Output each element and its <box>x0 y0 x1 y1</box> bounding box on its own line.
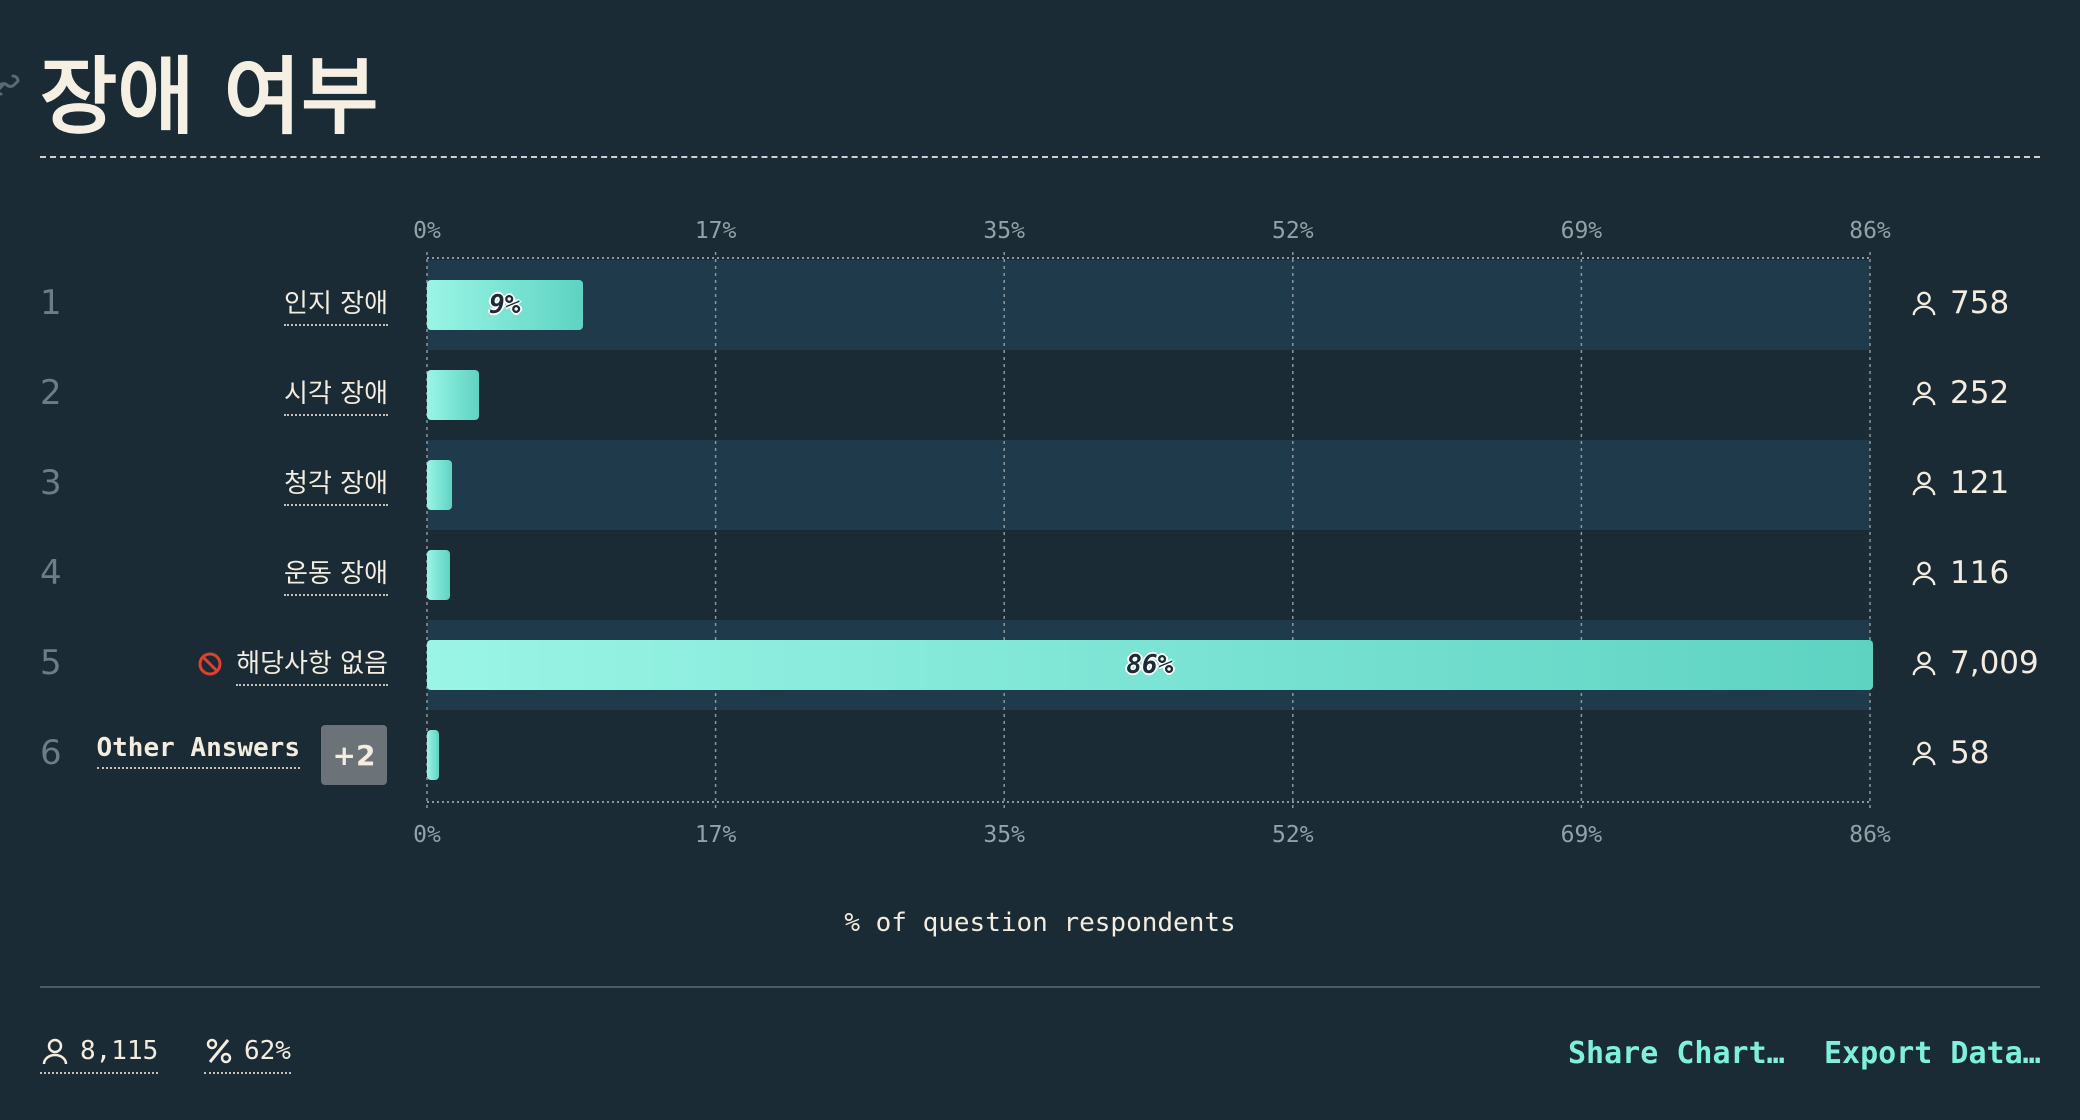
row-band <box>427 530 1870 620</box>
row-count-value: 758 <box>1950 285 2010 321</box>
person-icon <box>42 1038 68 1065</box>
row-rank: 1 <box>40 283 62 323</box>
tick-label: 0% <box>413 822 441 848</box>
no-entry-icon <box>198 652 222 676</box>
row-count-value: 121 <box>1950 465 2010 501</box>
row-rank: 4 <box>40 553 62 593</box>
row-count: 58 <box>1910 735 1989 771</box>
tick-label: 69% <box>1560 822 1603 848</box>
tick-label: 35% <box>983 218 1025 244</box>
category-label[interactable]: Other Answers <box>96 733 300 769</box>
bar[interactable]: 9% <box>427 280 583 330</box>
respondents-count: 8,115 <box>80 1036 159 1066</box>
category-label[interactable]: 청각 장애 <box>284 463 388 506</box>
row-count: 252 <box>1910 375 2009 411</box>
bar[interactable]: 86% <box>427 640 1873 690</box>
tick-label: 86% <box>1849 218 1891 244</box>
tick-label: 17% <box>694 218 737 244</box>
bar[interactable] <box>427 730 439 780</box>
export-data-button[interactable]: Export Data… <box>1824 1036 2041 1071</box>
row-rank: 3 <box>40 463 62 503</box>
title-divider <box>40 156 2040 158</box>
bar-value-label: 9% <box>489 290 521 320</box>
percent-stat[interactable]: 62% <box>204 1036 291 1074</box>
row-band <box>427 440 1870 530</box>
percent-value: 62% <box>244 1036 291 1066</box>
person-icon <box>1912 561 1936 586</box>
category-label[interactable]: 인지 장애 <box>284 283 388 326</box>
tick-label: 69% <box>1560 218 1603 244</box>
row-count: 116 <box>1910 555 2009 591</box>
tick-label: 52% <box>1272 218 1314 244</box>
footer-divider <box>40 986 2040 988</box>
row-count: 7,009 <box>1910 645 2039 681</box>
tick-label: 17% <box>694 822 737 848</box>
row-rank: 2 <box>40 373 62 413</box>
category-label[interactable]: 운동 장애 <box>284 553 388 596</box>
tick-label: 86% <box>1849 822 1891 848</box>
bar[interactable] <box>427 460 453 510</box>
bar-value-label: 86% <box>1126 650 1174 680</box>
row-band <box>427 710 1870 800</box>
row-count: 121 <box>1910 465 2009 501</box>
percent-icon <box>206 1038 232 1064</box>
row-rank: 6 <box>40 733 62 773</box>
share-chart-button[interactable]: Share Chart… <box>1568 1036 1785 1071</box>
category-label[interactable]: 시각 장애 <box>284 373 388 416</box>
link-icon[interactable] <box>0 70 22 100</box>
row-count-value: 58 <box>1950 735 1990 771</box>
respondents-stat[interactable]: 8,115 <box>40 1036 159 1074</box>
more-answers-badge[interactable]: +2 <box>321 725 387 785</box>
page-title: 장애 여부 <box>40 48 379 146</box>
row-rank: 5 <box>40 643 62 683</box>
person-icon <box>1912 381 1936 406</box>
row-band <box>427 260 1870 350</box>
bar[interactable] <box>427 550 451 600</box>
category-label[interactable]: 해당사항 없음 <box>236 643 388 686</box>
row-count-value: 252 <box>1950 375 2010 411</box>
row-count: 758 <box>1910 285 2009 321</box>
bar[interactable] <box>427 370 479 420</box>
row-count-value: 7,009 <box>1950 645 2039 681</box>
person-icon <box>1912 651 1936 676</box>
person-icon <box>1912 471 1936 496</box>
tick-label: 35% <box>983 822 1025 848</box>
row-band <box>427 350 1870 440</box>
x-axis-title: % of question respondents <box>844 908 1236 938</box>
row-count-value: 116 <box>1950 555 2010 591</box>
person-icon <box>1912 741 1936 766</box>
tick-label: 52% <box>1272 822 1314 848</box>
tick-label: 0% <box>413 218 441 244</box>
person-icon <box>1912 291 1936 316</box>
